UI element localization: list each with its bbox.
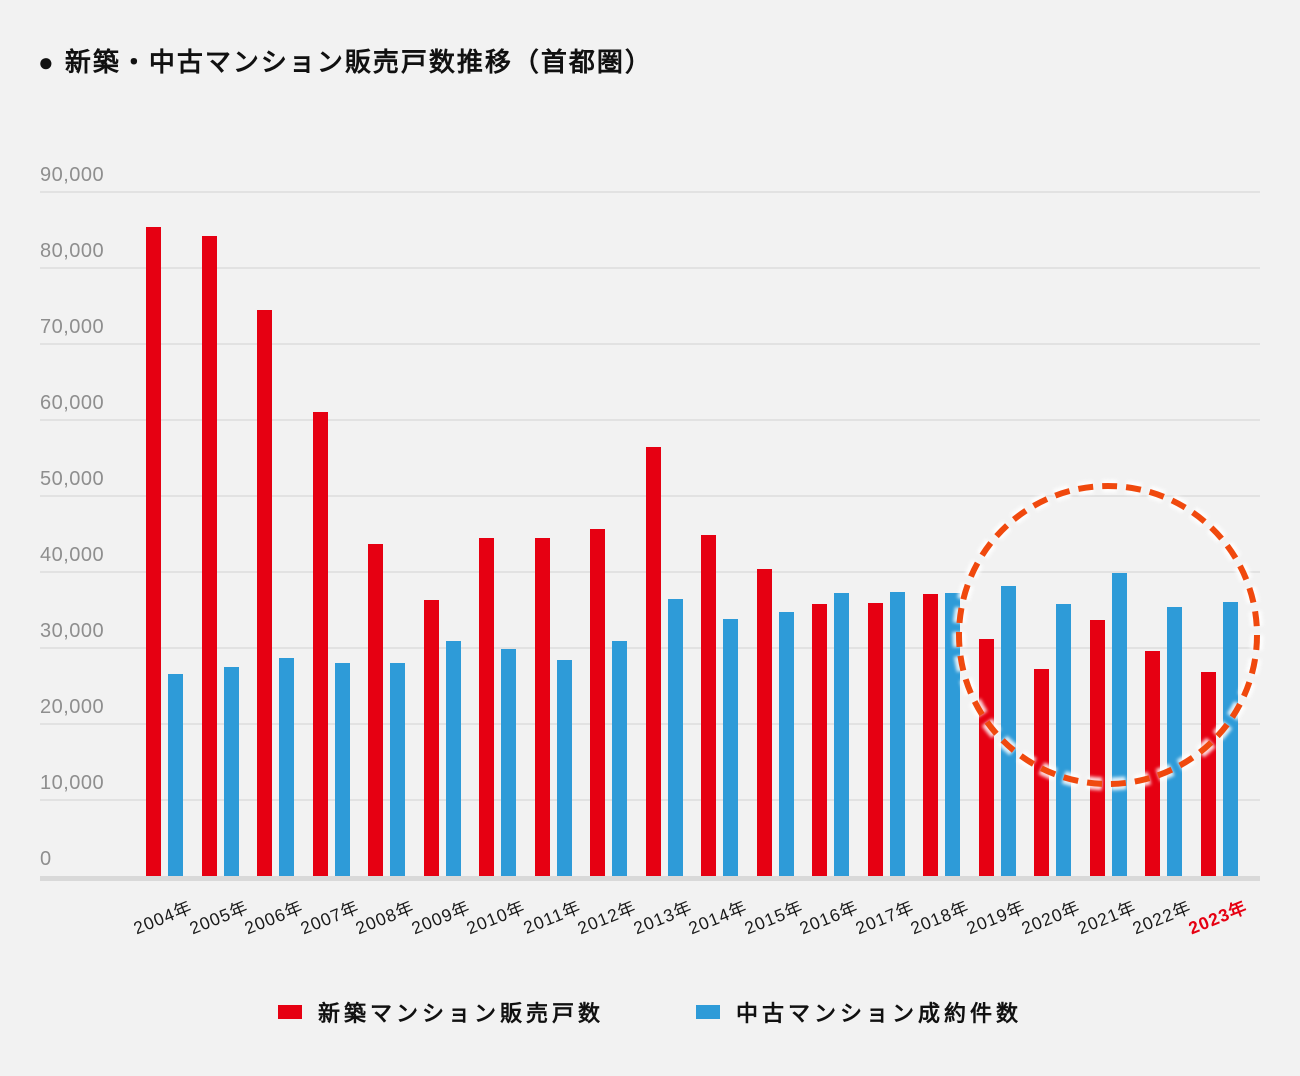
y-tick-60,000: 60,000 [40, 392, 105, 414]
legend-swatch-used-icon [696, 1005, 720, 1019]
legend-item-new: 新築マンション販売戸数 [277, 996, 604, 1028]
bar-used-2004年 [168, 674, 183, 876]
y-tick-40,000: 40,000 [40, 544, 105, 566]
y-tick-50,000: 50,000 [40, 468, 105, 490]
bar-used-2019年 [1000, 586, 1016, 876]
bar-new-2021年 [1089, 620, 1105, 876]
bar-new-2018年 [923, 594, 938, 876]
bar-used-2006年 [279, 658, 294, 876]
bar-new-2016年 [812, 604, 827, 876]
bar-new-2008年 [368, 544, 383, 876]
bar-used-2008年 [390, 663, 405, 876]
bar-new-2011年 [534, 538, 550, 876]
bar-used-2011年 [556, 660, 572, 876]
bar-new-2004年 [146, 227, 161, 876]
bar-new-2015年 [756, 569, 772, 876]
y-tick-70,000: 70,000 [40, 316, 105, 338]
gridline-90,000 [40, 191, 1260, 193]
x-axis-line [40, 876, 1260, 881]
bar-new-2013年 [645, 447, 661, 876]
bar-new-2009年 [423, 600, 439, 876]
bar-used-2014年 [723, 619, 738, 876]
bar-used-2010年 [501, 649, 516, 876]
legend-item-used: 中古マンション成約件数 [696, 996, 1022, 1028]
bar-used-2017年 [889, 592, 905, 876]
bar-used-2015年 [778, 612, 794, 876]
bar-new-2017年 [867, 603, 883, 876]
gridline-60,000 [40, 419, 1260, 421]
bar-used-2021年 [1111, 573, 1127, 876]
y-tick-90,000: 90,000 [40, 164, 105, 186]
bar-new-2020年 [1034, 669, 1049, 876]
bar-new-2010年 [479, 538, 494, 876]
legend-label-new: 新築マンション販売戸数 [317, 1001, 604, 1026]
bar-new-2023年 [1200, 672, 1216, 876]
legend-label-used: 中古マンション成約件数 [736, 1001, 1023, 1026]
bar-new-2022年 [1145, 651, 1160, 876]
bar-used-2009年 [445, 641, 461, 876]
bar-used-2020年 [1056, 604, 1071, 876]
y-tick-30,000: 30,000 [40, 620, 105, 642]
bar-used-2005年 [223, 667, 239, 876]
legend-swatch-new-icon [277, 1005, 302, 1019]
bar-new-2019年 [978, 639, 994, 876]
y-tick-20,000: 20,000 [40, 696, 105, 718]
x-tick-2023年: 2023年 [1185, 896, 1250, 939]
y-tick-10,000: 10,000 [40, 772, 105, 794]
bar-used-2022年 [1167, 607, 1182, 876]
bar-new-2005年 [201, 236, 217, 876]
bar-new-2007年 [312, 412, 328, 876]
bar-used-2013年 [667, 599, 683, 876]
bar-used-2018年 [945, 593, 960, 876]
bar-new-2012年 [590, 529, 605, 876]
bar-new-2006年 [257, 310, 272, 876]
y-tick-80,000: 80,000 [40, 240, 105, 262]
y-tick-0: 0 [40, 848, 52, 870]
gridline-80,000 [40, 267, 1260, 269]
legend: 新築マンション販売戸数 中古マンション成約件数 [0, 996, 1300, 1028]
bar-used-2016年 [834, 593, 849, 876]
gridline-70,000 [40, 343, 1260, 345]
bar-new-2014年 [701, 535, 716, 876]
chart-title: ● 新築・中古マンション販売戸数推移（首都圏） [38, 47, 653, 77]
bar-used-2012年 [612, 641, 627, 876]
bar-used-2007年 [334, 663, 350, 876]
bar-used-2023年 [1222, 602, 1238, 876]
